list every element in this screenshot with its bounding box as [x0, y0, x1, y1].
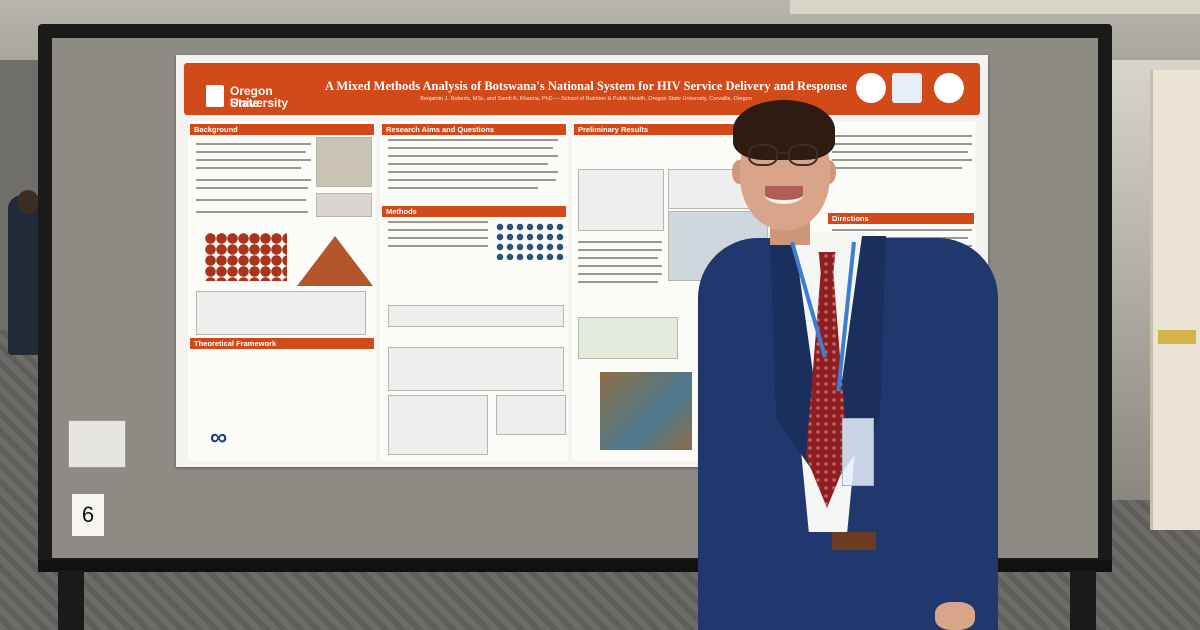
text-block	[578, 265, 662, 267]
figure-table	[316, 193, 372, 217]
door	[1150, 70, 1200, 530]
section-methods: Methods	[382, 206, 566, 217]
text-block	[832, 151, 968, 153]
text-block	[388, 171, 558, 173]
section-research-aims: Research Aims and Questions	[382, 124, 566, 135]
text-block	[832, 229, 972, 231]
section-directions: Directions	[828, 213, 974, 224]
info-placard	[68, 420, 126, 468]
text-block	[388, 139, 558, 141]
text-block	[196, 187, 308, 189]
figure-grid-chart	[578, 317, 678, 359]
section-theoretical-framework: Theoretical Framework	[190, 338, 374, 349]
text-block	[578, 257, 658, 259]
text-block	[832, 159, 972, 161]
lanyard	[790, 241, 860, 422]
text-block	[388, 221, 488, 223]
text-block	[578, 281, 658, 283]
text-block	[388, 163, 548, 165]
partner-logo-icon	[892, 73, 922, 103]
text-block	[578, 273, 662, 275]
background-person-head	[17, 190, 39, 214]
figure-table	[388, 305, 564, 327]
poster-title: A Mixed Methods Analysis of Botswana's N…	[324, 79, 848, 93]
text-block	[388, 245, 488, 247]
figure-table	[578, 169, 664, 231]
belt	[832, 532, 876, 550]
section-background: Background	[190, 124, 374, 135]
university-logo: Oregon State University	[206, 83, 298, 113]
figure-table	[388, 347, 564, 391]
figure-chart	[496, 395, 566, 435]
ministry-seal-icon	[856, 73, 886, 103]
board-number: 6	[72, 494, 104, 536]
university-seal-icon	[206, 85, 224, 107]
board-leg-left	[58, 570, 84, 630]
figure-network-dots	[495, 222, 567, 260]
name-badge	[842, 418, 874, 486]
board-leg-right	[1070, 570, 1096, 630]
text-block	[196, 179, 311, 181]
text-block	[196, 167, 301, 169]
poster-banner	[184, 63, 980, 115]
figure-hexagon-cluster	[205, 233, 287, 281]
poster-authors: Benjamin J. Roberts, MSc, and Sandi K. K…	[420, 96, 752, 102]
text-block	[832, 167, 962, 169]
text-block	[578, 241, 662, 243]
text-block	[388, 155, 558, 157]
text-block	[388, 179, 556, 181]
presenter-hand	[935, 602, 975, 630]
text-block	[832, 135, 972, 137]
text-block	[388, 187, 538, 189]
figure-map	[316, 137, 372, 187]
presenter-smile	[765, 186, 803, 204]
section-preliminary-results: Preliminary Results	[574, 124, 770, 135]
ceiling-band	[790, 0, 1200, 14]
text-block	[578, 249, 662, 251]
text-block	[388, 237, 488, 239]
text-block	[388, 147, 553, 149]
infinity-icon: ∞	[210, 424, 228, 451]
crest-icon	[934, 73, 964, 103]
text-block	[196, 159, 311, 161]
text-block	[196, 143, 311, 145]
glasses-icon	[748, 144, 822, 170]
figure-table	[388, 395, 488, 455]
text-block	[388, 229, 488, 231]
text-block	[196, 211, 308, 213]
figure-pyramid	[297, 236, 373, 286]
figure-satellite-map	[600, 372, 692, 450]
text-block	[196, 199, 306, 201]
door-handle	[1158, 330, 1196, 344]
text-block	[196, 151, 306, 153]
figure-diagram	[196, 291, 366, 335]
text-block	[832, 143, 972, 145]
